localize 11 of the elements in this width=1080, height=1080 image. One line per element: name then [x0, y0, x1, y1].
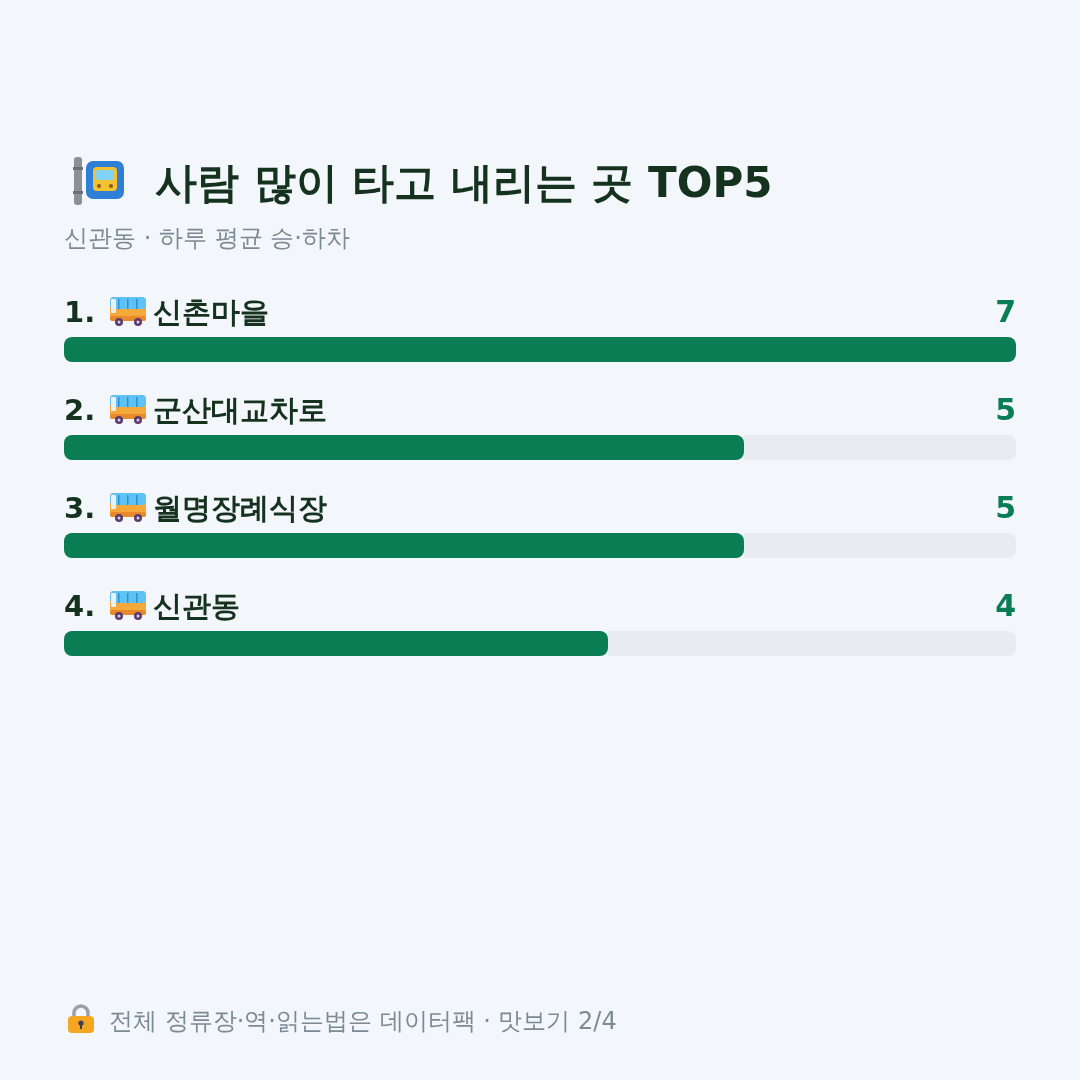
data-label: 5: [995, 490, 1016, 525]
category-label: 4. 신관동: [64, 589, 241, 623]
category-label: 1. 신촌마을: [64, 295, 270, 329]
data-label: 7: [995, 294, 1016, 329]
data-label: 5: [995, 392, 1016, 427]
category-label: 2. 군산대교차로: [64, 393, 328, 427]
chart-subtitle: 신관동 · 하루 평균 승·하차: [64, 224, 350, 252]
category-label: 3. 월명장례식장: [64, 491, 328, 525]
data-label: 4: [995, 588, 1016, 623]
text: 전체 정류장·역·읽는법은 데이터팩 · 맛보기 2/4: [109, 1007, 617, 1035]
chart-title: 사람 많이 타고 내리는 곳 TOP5: [155, 158, 773, 207]
